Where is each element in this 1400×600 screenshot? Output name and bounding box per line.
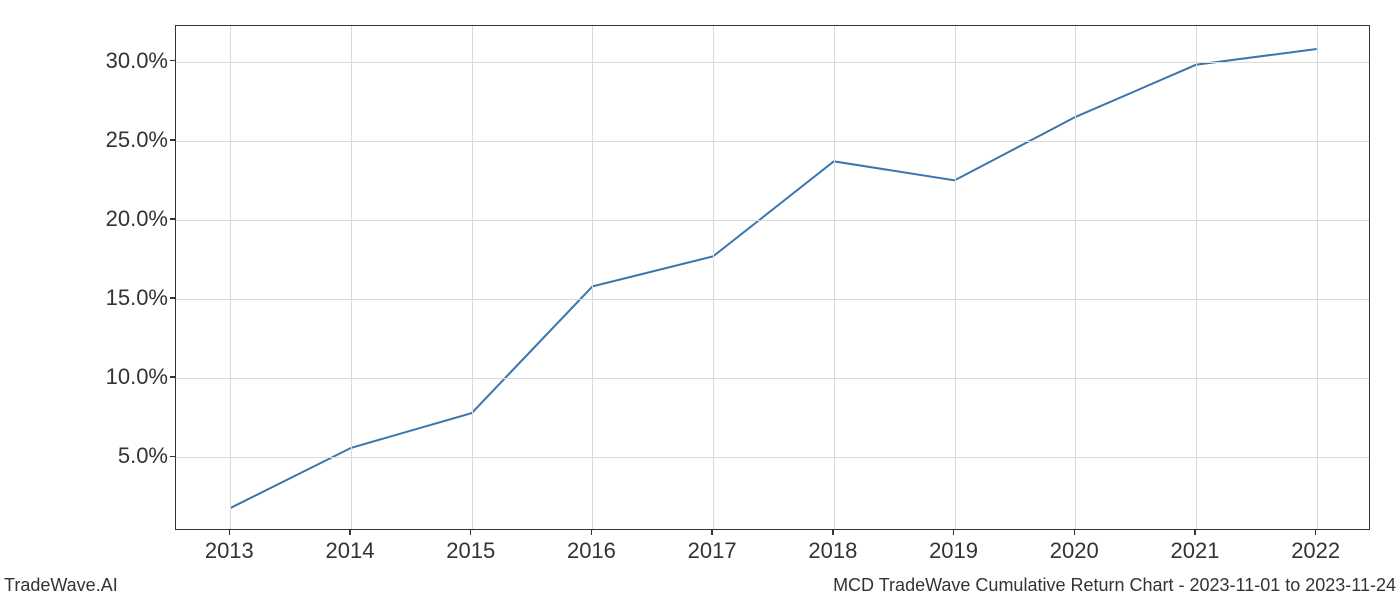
y-tick-label: 20.0% bbox=[68, 206, 168, 232]
y-tick-label: 10.0% bbox=[68, 364, 168, 390]
y-tick-mark bbox=[170, 139, 175, 141]
gridline-horizontal bbox=[176, 299, 1369, 300]
x-tick-mark bbox=[832, 530, 834, 535]
line-chart-svg bbox=[176, 26, 1369, 529]
chart-line bbox=[230, 49, 1316, 508]
gridline-vertical bbox=[592, 26, 593, 529]
x-tick-label: 2013 bbox=[205, 538, 254, 564]
y-tick-label: 15.0% bbox=[68, 285, 168, 311]
x-tick-label: 2016 bbox=[567, 538, 616, 564]
x-tick-label: 2014 bbox=[326, 538, 375, 564]
x-tick-mark bbox=[470, 530, 472, 535]
gridline-vertical bbox=[1196, 26, 1197, 529]
x-tick-label: 2022 bbox=[1291, 538, 1340, 564]
x-tick-mark bbox=[349, 530, 351, 535]
x-tick-mark bbox=[1315, 530, 1317, 535]
y-tick-mark bbox=[170, 456, 175, 458]
y-tick-mark bbox=[170, 297, 175, 299]
gridline-vertical bbox=[1075, 26, 1076, 529]
y-tick-label: 25.0% bbox=[68, 127, 168, 153]
x-tick-label: 2020 bbox=[1050, 538, 1099, 564]
x-tick-mark bbox=[711, 530, 713, 535]
y-tick-label: 5.0% bbox=[68, 443, 168, 469]
y-tick-mark bbox=[170, 218, 175, 220]
gridline-vertical bbox=[834, 26, 835, 529]
x-tick-label: 2019 bbox=[929, 538, 978, 564]
x-tick-label: 2017 bbox=[688, 538, 737, 564]
footer-left-text: TradeWave.AI bbox=[4, 575, 118, 596]
x-tick-label: 2015 bbox=[446, 538, 495, 564]
y-tick-mark bbox=[170, 376, 175, 378]
y-tick-mark bbox=[170, 60, 175, 62]
gridline-vertical bbox=[230, 26, 231, 529]
gridline-horizontal bbox=[176, 141, 1369, 142]
x-tick-label: 2018 bbox=[808, 538, 857, 564]
gridline-vertical bbox=[955, 26, 956, 529]
gridline-vertical bbox=[351, 26, 352, 529]
x-tick-mark bbox=[1194, 530, 1196, 535]
plot-area bbox=[175, 25, 1370, 530]
x-tick-mark bbox=[953, 530, 955, 535]
gridline-horizontal bbox=[176, 457, 1369, 458]
gridline-horizontal bbox=[176, 378, 1369, 379]
gridline-horizontal bbox=[176, 220, 1369, 221]
x-tick-mark bbox=[229, 530, 231, 535]
gridline-vertical bbox=[1317, 26, 1318, 529]
gridline-horizontal bbox=[176, 62, 1369, 63]
y-tick-label: 30.0% bbox=[68, 48, 168, 74]
gridline-vertical bbox=[472, 26, 473, 529]
x-tick-label: 2021 bbox=[1170, 538, 1219, 564]
gridline-vertical bbox=[713, 26, 714, 529]
x-tick-mark bbox=[591, 530, 593, 535]
x-tick-mark bbox=[1074, 530, 1076, 535]
footer-right-text: MCD TradeWave Cumulative Return Chart - … bbox=[833, 575, 1396, 596]
chart-container: TradeWave.AI MCD TradeWave Cumulative Re… bbox=[0, 0, 1400, 600]
